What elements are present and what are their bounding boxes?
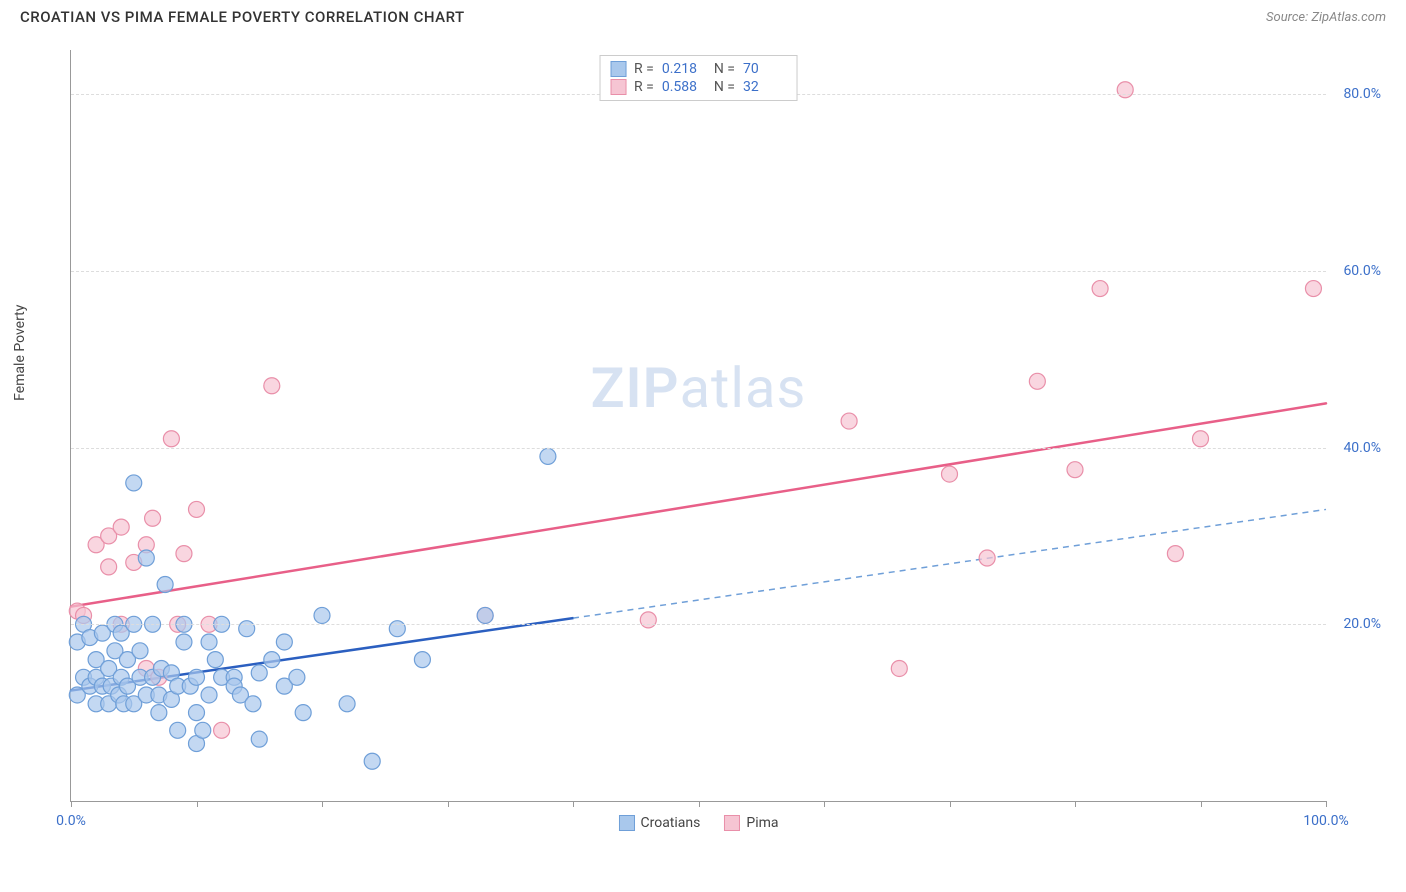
- y-tick-label: 80.0%: [1343, 86, 1381, 102]
- scatter-point-croatians: [132, 643, 148, 659]
- legend-stats-box: R = 0.218 N = 70 R = 0.588 N = 32: [599, 55, 798, 101]
- legend-label-pima: Pima: [746, 815, 778, 831]
- x-tick: [824, 801, 825, 807]
- scatter-point-croatians: [339, 696, 355, 712]
- n-value-croatians: 70: [743, 61, 787, 77]
- y-tick-label: 40.0%: [1343, 440, 1381, 456]
- swatch-croatians: [610, 61, 626, 77]
- scatter-point-croatians: [170, 722, 186, 738]
- trend-line-solid: [71, 403, 1326, 606]
- scatter-point-pima: [101, 559, 117, 575]
- scatter-point-pima: [841, 413, 857, 429]
- scatter-point-croatians: [151, 705, 167, 721]
- scatter-point-croatians: [201, 634, 217, 650]
- x-tick: [1326, 801, 1327, 807]
- n-label: N =: [714, 61, 735, 77]
- x-tick: [71, 801, 72, 807]
- scatter-point-pima: [145, 510, 161, 526]
- scatter-point-croatians: [264, 652, 280, 668]
- scatter-point-pima: [264, 378, 280, 394]
- y-tick-label: 60.0%: [1343, 263, 1381, 279]
- scatter-point-croatians: [364, 753, 380, 769]
- scatter-point-pima: [1067, 462, 1083, 478]
- scatter-point-croatians: [239, 621, 255, 637]
- r-value-croatians: 0.218: [662, 61, 706, 77]
- swatch-pima: [610, 79, 626, 95]
- swatch-croatians: [618, 815, 634, 831]
- r-label: R =: [634, 79, 654, 95]
- chart-container: Female Poverty ZIPatlas R = 0.218 N = 70…: [40, 50, 1386, 832]
- legend-item-croatians: Croatians: [618, 815, 700, 831]
- scatter-point-croatians: [176, 634, 192, 650]
- scatter-point-croatians: [289, 669, 305, 685]
- trend-line-dashed: [573, 509, 1326, 618]
- scatter-point-pima: [942, 466, 958, 482]
- source-prefix: Source:: [1266, 10, 1311, 25]
- source-name: ZipAtlas.com: [1311, 10, 1386, 25]
- bottom-legend: Croatians Pima: [618, 815, 778, 831]
- swatch-pima: [724, 815, 740, 831]
- grid-line: [71, 448, 1326, 449]
- scatter-point-pima: [1167, 546, 1183, 562]
- scatter-point-pima: [176, 546, 192, 562]
- scatter-point-pima: [214, 722, 230, 738]
- x-tick: [1201, 801, 1202, 807]
- scatter-point-croatians: [157, 577, 173, 593]
- x-tick: [322, 801, 323, 807]
- y-axis-label: Female Poverty: [12, 305, 28, 401]
- scatter-point-croatians: [207, 652, 223, 668]
- scatter-point-pima: [113, 519, 129, 535]
- scatter-point-croatians: [195, 722, 211, 738]
- plot-area: ZIPatlas R = 0.218 N = 70 R = 0.588 N = …: [70, 50, 1326, 802]
- x-tick: [448, 801, 449, 807]
- grid-line: [71, 624, 1326, 625]
- scatter-point-croatians: [189, 669, 205, 685]
- y-tick-label: 20.0%: [1343, 616, 1381, 632]
- scatter-point-croatians: [126, 475, 142, 491]
- scatter-point-pima: [1092, 281, 1108, 297]
- legend-stats-row-croatians: R = 0.218 N = 70: [610, 60, 787, 78]
- scatter-point-pima: [891, 660, 907, 676]
- scatter-point-croatians: [189, 705, 205, 721]
- scatter-point-croatians: [389, 621, 405, 637]
- scatter-point-pima: [1193, 431, 1209, 447]
- scatter-point-croatians: [251, 665, 267, 681]
- legend-stats-row-pima: R = 0.588 N = 32: [610, 78, 787, 96]
- scatter-point-croatians: [414, 652, 430, 668]
- scatter-point-croatians: [138, 550, 154, 566]
- legend-label-croatians: Croatians: [640, 815, 700, 831]
- n-label: N =: [714, 79, 735, 95]
- x-tick-label: 0.0%: [56, 813, 86, 829]
- legend-item-pima: Pima: [724, 815, 778, 831]
- grid-line: [71, 271, 1326, 272]
- x-tick: [573, 801, 574, 807]
- scatter-point-croatians: [540, 448, 556, 464]
- scatter-point-croatians: [477, 607, 493, 623]
- scatter-point-croatians: [245, 696, 261, 712]
- n-value-pima: 32: [743, 79, 787, 95]
- scatter-point-croatians: [295, 705, 311, 721]
- scatter-point-pima: [1305, 281, 1321, 297]
- scatter-point-croatians: [251, 731, 267, 747]
- x-tick: [197, 801, 198, 807]
- x-tick-label: 100.0%: [1303, 813, 1348, 829]
- scatter-point-croatians: [314, 607, 330, 623]
- r-label: R =: [634, 61, 654, 77]
- scatter-point-pima: [1029, 373, 1045, 389]
- chart-title: CROATIAN VS PIMA FEMALE POVERTY CORRELAT…: [20, 8, 465, 26]
- plot-svg: [71, 50, 1326, 801]
- r-value-pima: 0.588: [662, 79, 706, 95]
- scatter-point-pima: [163, 431, 179, 447]
- scatter-point-croatians: [276, 634, 292, 650]
- scatter-point-croatians: [201, 687, 217, 703]
- scatter-point-pima: [979, 550, 995, 566]
- scatter-point-pima: [1117, 82, 1133, 98]
- scatter-point-pima: [640, 612, 656, 628]
- x-tick: [950, 801, 951, 807]
- source-attribution: Source: ZipAtlas.com: [1266, 10, 1386, 25]
- scatter-point-pima: [189, 501, 205, 517]
- x-tick: [1075, 801, 1076, 807]
- x-tick: [699, 801, 700, 807]
